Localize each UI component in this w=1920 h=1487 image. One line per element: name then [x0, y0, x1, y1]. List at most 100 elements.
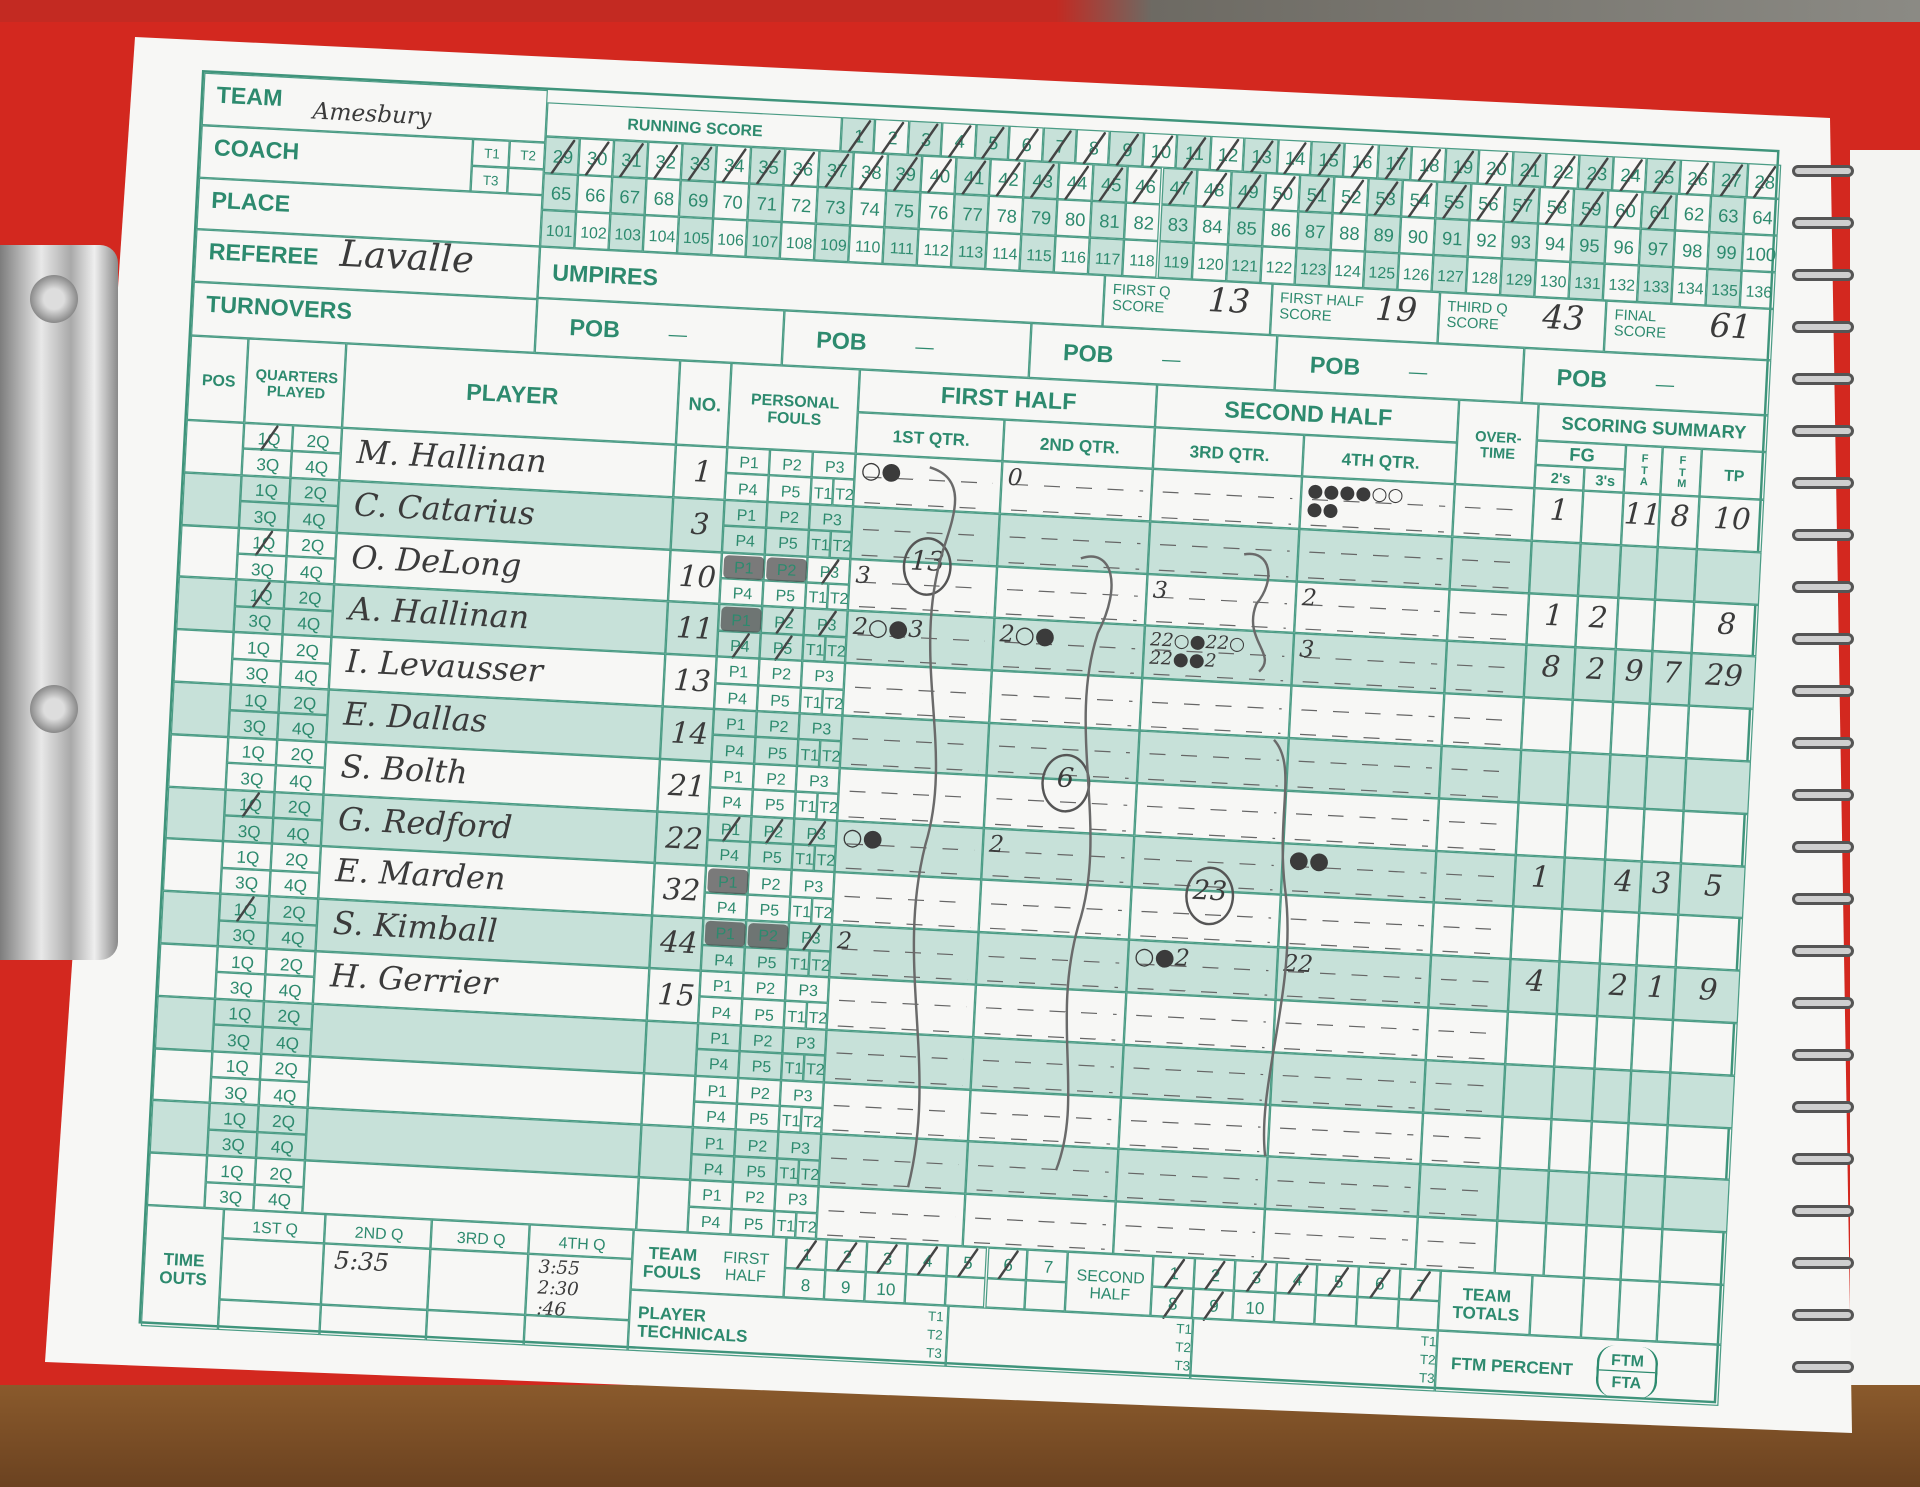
quarter-score-cell[interactable]: [973, 984, 1127, 1045]
running-score-cell[interactable]: 71: [747, 183, 784, 222]
running-score-cell[interactable]: 90: [1398, 216, 1435, 255]
running-score-cell[interactable]: 31: [612, 139, 649, 179]
summary-fg2-cell[interactable]: [1497, 1168, 1549, 1224]
quarter-score-cell[interactable]: [1267, 1104, 1424, 1165]
personal-foul-cell[interactable]: P2: [750, 815, 795, 845]
personal-foul-cell[interactable]: P2: [760, 606, 805, 636]
pos-cell[interactable]: [184, 419, 245, 476]
pos-cell[interactable]: [170, 681, 231, 737]
summary-ftm-cell[interactable]: [1655, 546, 1697, 602]
running-score-cell[interactable]: 6: [1008, 125, 1044, 162]
summary-fta-cell[interactable]: [1589, 1120, 1629, 1175]
running-score-cell[interactable]: 43: [1023, 160, 1060, 200]
running-score-cell[interactable]: 97: [1638, 228, 1675, 268]
summary-fg3-cell[interactable]: [1551, 1066, 1595, 1121]
quarter-score-cell[interactable]: [1288, 685, 1445, 746]
running-score-cell[interactable]: 7: [1041, 127, 1077, 164]
summary-ftm-cell[interactable]: [1628, 1070, 1671, 1125]
running-score-cell[interactable]: 11: [1175, 134, 1212, 171]
running-score-cell[interactable]: 33: [680, 143, 717, 182]
personal-foul-cell[interactable]: P4: [692, 1101, 737, 1130]
quarter-score-cell[interactable]: [839, 715, 990, 776]
quarter-score-cell[interactable]: 22: [1275, 947, 1432, 1008]
summary-fg3-cell[interactable]: [1559, 909, 1603, 964]
running-score-cell[interactable]: 83: [1158, 204, 1195, 243]
quarter-played-cell[interactable]: 1Q: [229, 684, 280, 714]
summary-fta-cell[interactable]: [1586, 1173, 1626, 1228]
running-score-cell[interactable]: 110: [848, 225, 885, 264]
summary-fg3-cell[interactable]: 2: [1575, 595, 1619, 650]
running-score-cell[interactable]: 121: [1225, 244, 1262, 283]
quarter-played-cell[interactable]: 3Q: [215, 972, 266, 1002]
quarter-score-cell[interactable]: 13: [850, 506, 1000, 598]
running-score-cell[interactable]: 75: [884, 190, 921, 229]
personal-foul-cell[interactable]: P3: [785, 975, 830, 1004]
summary-ftm-cell[interactable]: 3: [1639, 860, 1681, 916]
personal-foul-cell[interactable]: P4: [690, 1153, 735, 1183]
player-number-cell[interactable]: 44: [649, 915, 704, 971]
pos-cell[interactable]: [149, 1100, 210, 1156]
personal-foul-cell[interactable]: P3: [787, 922, 832, 952]
personal-foul-cell[interactable]: P3: [790, 870, 835, 899]
summary-fg2-cell[interactable]: [1502, 1063, 1555, 1119]
personal-foul-cell[interactable]: P1: [723, 499, 768, 528]
personal-foul-cell[interactable]: P3: [808, 503, 854, 533]
quarter-played-cell[interactable]: 2Q: [254, 1158, 305, 1187]
running-score-cell[interactable]: 126: [1396, 253, 1434, 292]
personal-foul-cell[interactable]: P3: [777, 1132, 822, 1161]
running-score-cell[interactable]: 57: [1503, 185, 1540, 224]
personal-foul-cell[interactable]: T2: [803, 1054, 826, 1082]
player-number-cell[interactable]: 22: [654, 811, 709, 866]
quarter-score-cell[interactable]: [1272, 999, 1429, 1060]
running-score-cell[interactable]: 130: [1534, 260, 1571, 299]
running-score-cell[interactable]: 37: [817, 150, 855, 189]
quarter-score-cell[interactable]: [1139, 678, 1292, 739]
personal-foul-cell[interactable]: P5: [740, 999, 786, 1028]
summary-tp-cell[interactable]: [1662, 1176, 1730, 1233]
running-score-cell[interactable]: 27: [1712, 161, 1748, 198]
running-score-cell[interactable]: 111: [882, 227, 919, 266]
quarter-played-cell[interactable]: 4Q: [263, 974, 315, 1004]
running-score-cell[interactable]: 67: [610, 176, 647, 216]
personal-foul-cell[interactable]: T2: [832, 478, 855, 507]
running-score-cell[interactable]: 102: [574, 211, 611, 250]
quarter-score-cell[interactable]: [1113, 1201, 1265, 1262]
personal-foul-cell[interactable]: P4: [695, 1049, 740, 1078]
running-score-cell[interactable]: 132: [1602, 263, 1639, 303]
summary-fg2-cell[interactable]: 8: [1523, 645, 1576, 700]
running-score-cell[interactable]: 96: [1604, 226, 1641, 266]
summary-tp-cell[interactable]: [1694, 548, 1762, 605]
running-score-cell[interactable]: 106: [711, 218, 748, 257]
summary-tp-cell[interactable]: [1675, 915, 1744, 971]
team-foul-cell[interactable]: 5: [1316, 1264, 1359, 1297]
running-score-cell[interactable]: 16: [1343, 142, 1379, 179]
personal-foul-cell[interactable]: T1: [778, 1105, 802, 1134]
running-score-cell[interactable]: 25: [1645, 157, 1681, 194]
personal-foul-cell[interactable]: P1: [699, 970, 744, 1000]
personal-foul-cell[interactable]: T2: [818, 740, 842, 768]
player-number-cell[interactable]: 1: [673, 444, 728, 500]
quarter-played-cell[interactable]: 1Q: [237, 527, 288, 557]
running-score-cell[interactable]: 66: [576, 174, 613, 214]
running-score-cell[interactable]: 47: [1160, 167, 1197, 207]
personal-foul-cell[interactable]: P5: [743, 946, 788, 975]
quarter-played-cell[interactable]: 4Q: [274, 765, 325, 795]
player-number-cell[interactable]: 3: [670, 497, 725, 552]
summary-tp-cell[interactable]: [1683, 758, 1752, 814]
running-score-cell[interactable]: 125: [1362, 251, 1399, 290]
summary-ftm-cell[interactable]: [1620, 1227, 1663, 1282]
summary-ftm-cell[interactable]: 8: [1657, 494, 1700, 549]
personal-foul-cell[interactable]: P3: [806, 556, 851, 586]
personal-foul-cell[interactable]: T1: [783, 1001, 808, 1029]
personal-foul-cell[interactable]: P1: [694, 1075, 739, 1104]
personal-foul-cell[interactable]: P2: [763, 554, 808, 583]
overtime-cell[interactable]: [1423, 1059, 1506, 1117]
personal-foul-cell[interactable]: P3: [774, 1184, 819, 1213]
summary-fta-cell[interactable]: [1605, 806, 1645, 861]
overtime-cell[interactable]: [1441, 693, 1524, 750]
team-foul-cell[interactable]: 2: [825, 1239, 867, 1272]
summary-fta-cell[interactable]: 4: [1602, 859, 1642, 914]
quarter-played-cell[interactable]: 3Q: [204, 1181, 255, 1211]
personal-foul-cell[interactable]: T1: [791, 844, 815, 872]
personal-foul-cell[interactable]: P2: [768, 449, 813, 478]
